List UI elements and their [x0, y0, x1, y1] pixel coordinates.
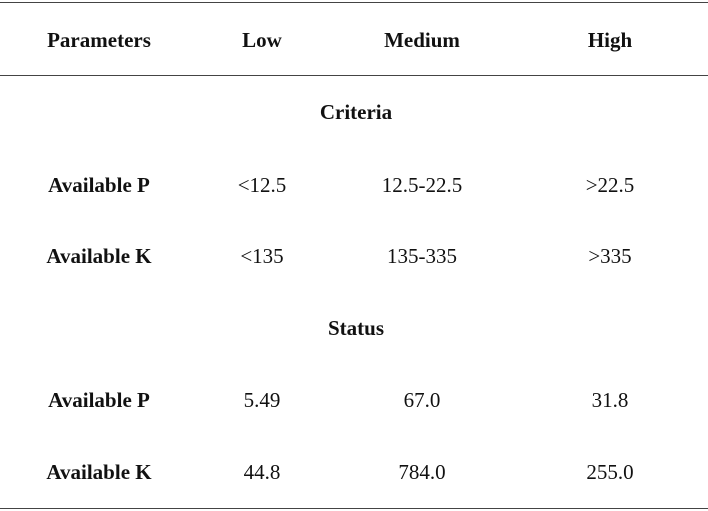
row-parameter: Available P: [48, 173, 150, 197]
row-high: >335: [588, 244, 632, 268]
row-parameter: Available K: [46, 244, 152, 268]
row-low: 5.49: [243, 388, 281, 412]
row-parameter: Available P: [48, 388, 150, 412]
row-low: 44.8: [243, 460, 281, 484]
row-low: <12.5: [237, 173, 287, 197]
section-title-criteria: Criteria: [319, 100, 393, 124]
section-title-status: Status: [327, 316, 385, 340]
top-rule: [0, 2, 708, 3]
row-high: >22.5: [585, 173, 635, 197]
bottom-rule: [0, 508, 708, 509]
row-medium: 784.0: [398, 460, 446, 484]
row-parameter: Available K: [46, 460, 152, 484]
row-medium: 67.0: [403, 388, 441, 412]
header-medium: Medium: [384, 28, 460, 52]
header-rule: [0, 75, 708, 76]
header-parameters: Parameters: [47, 28, 151, 52]
row-high: 31.8: [591, 388, 629, 412]
row-medium: 135-335: [387, 244, 457, 268]
header-low: Low: [242, 28, 282, 52]
row-low: <135: [240, 244, 284, 268]
row-medium: 12.5-22.5: [381, 173, 463, 197]
header-high: High: [587, 28, 633, 52]
row-high: 255.0: [586, 460, 634, 484]
